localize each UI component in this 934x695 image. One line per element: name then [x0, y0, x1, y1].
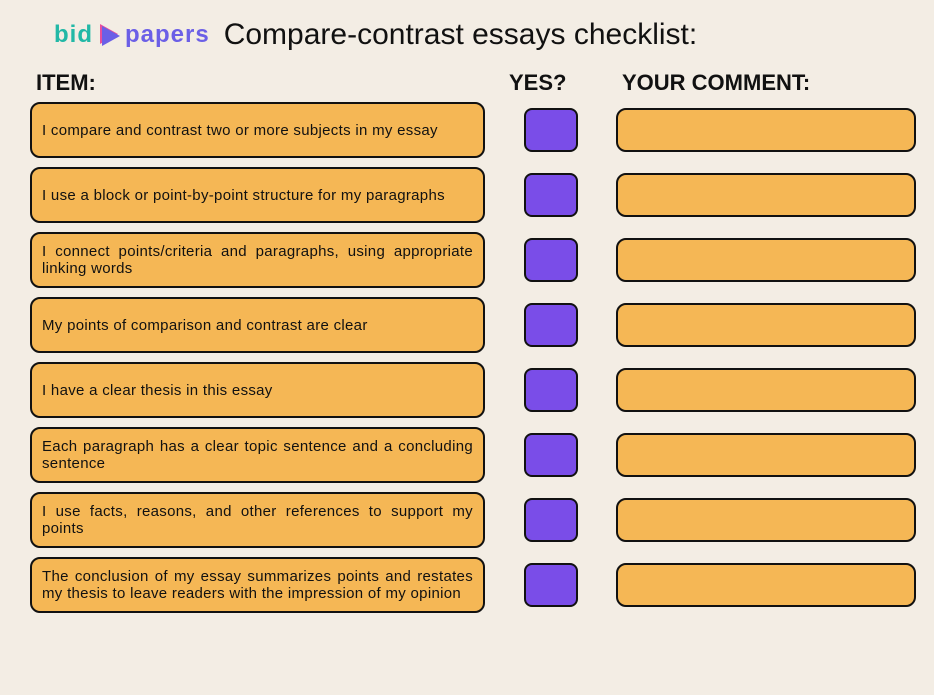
yes-checkbox[interactable]: [524, 498, 578, 542]
logo-four-icon: [96, 22, 122, 48]
logo: bid papers: [54, 21, 210, 49]
comment-input[interactable]: [616, 368, 916, 412]
yes-cell: [503, 498, 598, 542]
logo-text-bid: bid: [54, 21, 93, 49]
comment-input[interactable]: [616, 108, 916, 152]
checklist-row: I connect points/criteria and paragraphs…: [30, 232, 904, 288]
logo-text-papers: papers: [125, 21, 210, 49]
yes-cell: [503, 303, 598, 347]
checklist-row: Each paragraph has a clear topic sentenc…: [30, 427, 904, 483]
comment-input[interactable]: [616, 173, 916, 217]
column-header-item: ITEM:: [36, 70, 491, 96]
column-header-comment: YOUR COMMENT:: [622, 70, 922, 96]
yes-cell: [503, 238, 598, 282]
item-text: Each paragraph has a clear topic sentenc…: [30, 427, 485, 483]
item-text: I use facts, reasons, and other referenc…: [30, 492, 485, 548]
checklist-row: I have a clear thesis in this essay: [30, 362, 904, 418]
item-text: I connect points/criteria and paragraphs…: [30, 232, 485, 288]
comment-input[interactable]: [616, 498, 916, 542]
yes-checkbox[interactable]: [524, 368, 578, 412]
header: bid papers Compare-contrast essays check…: [54, 18, 904, 52]
checklist-rows: I compare and contrast two or more subje…: [30, 102, 904, 613]
comment-input[interactable]: [616, 238, 916, 282]
comment-input[interactable]: [616, 303, 916, 347]
yes-cell: [503, 563, 598, 607]
column-header-yes: YES?: [509, 70, 604, 96]
checklist-row: My points of comparison and contrast are…: [30, 297, 904, 353]
yes-cell: [503, 433, 598, 477]
yes-checkbox[interactable]: [524, 238, 578, 282]
yes-checkbox[interactable]: [524, 108, 578, 152]
comment-input[interactable]: [616, 433, 916, 477]
yes-checkbox[interactable]: [524, 173, 578, 217]
item-text: I use a block or point-by-point structur…: [30, 167, 485, 223]
column-headers: ITEM: YES? YOUR COMMENT:: [30, 70, 904, 96]
item-text: The conclusion of my essay summarizes po…: [30, 557, 485, 613]
checklist-row: I use a block or point-by-point structur…: [30, 167, 904, 223]
yes-cell: [503, 108, 598, 152]
comment-input[interactable]: [616, 563, 916, 607]
checklist-row: I compare and contrast two or more subje…: [30, 102, 904, 158]
yes-cell: [503, 173, 598, 217]
item-text: I have a clear thesis in this essay: [30, 362, 485, 418]
yes-checkbox[interactable]: [524, 563, 578, 607]
yes-checkbox[interactable]: [524, 433, 578, 477]
item-text: I compare and contrast two or more subje…: [30, 102, 485, 158]
item-text: My points of comparison and contrast are…: [30, 297, 485, 353]
page-title: Compare-contrast essays checklist:: [224, 18, 698, 52]
checklist-row: The conclusion of my essay summarizes po…: [30, 557, 904, 613]
yes-checkbox[interactable]: [524, 303, 578, 347]
checklist-row: I use facts, reasons, and other referenc…: [30, 492, 904, 548]
yes-cell: [503, 368, 598, 412]
